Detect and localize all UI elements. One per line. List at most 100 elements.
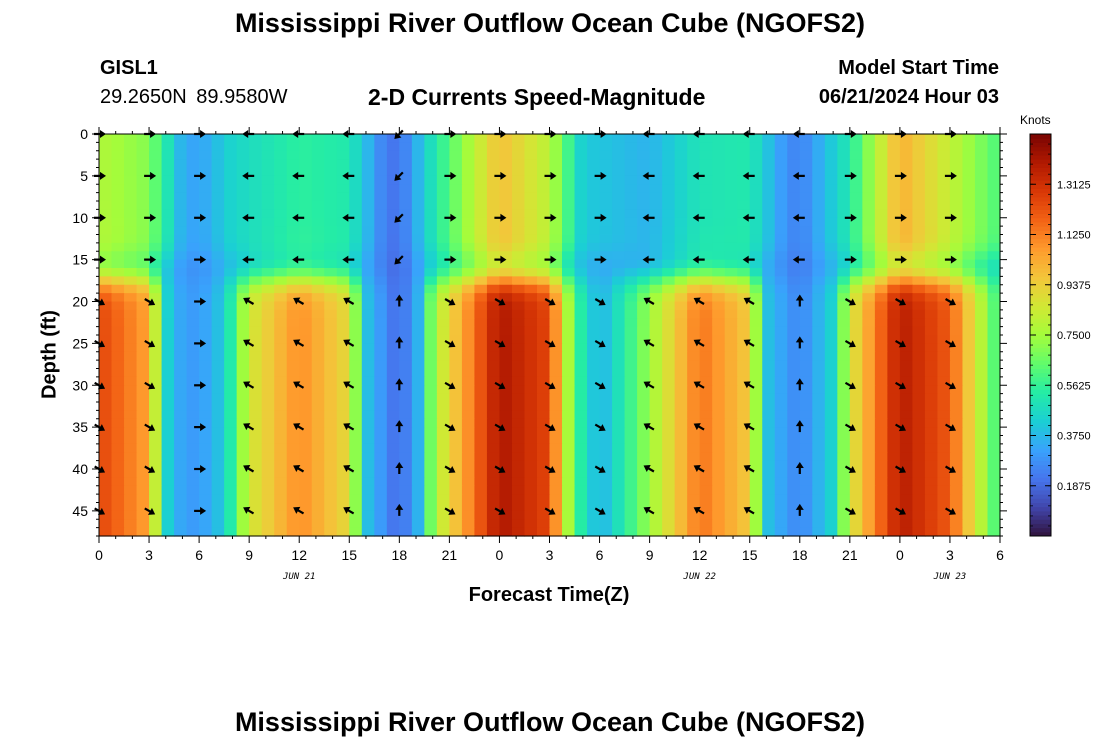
heatmap-cell xyxy=(774,385,788,395)
heatmap-cell xyxy=(762,485,776,495)
heatmap-cell xyxy=(136,469,150,478)
heatmap-cell xyxy=(737,343,751,353)
heatmap-cell xyxy=(812,351,826,361)
heatmap-cell xyxy=(161,360,175,370)
heatmap-cell xyxy=(837,309,851,319)
heatmap-cell xyxy=(461,293,476,303)
heatmap-cell xyxy=(536,368,551,378)
heatmap-cell xyxy=(136,452,150,462)
heatmap-cell xyxy=(749,510,763,520)
heatmap-cell xyxy=(424,385,438,395)
heatmap-cell xyxy=(624,452,638,462)
heatmap-cell xyxy=(249,134,263,143)
heatmap-cell xyxy=(712,326,726,336)
heatmap-cell xyxy=(924,150,939,160)
heatmap-cell xyxy=(812,418,826,428)
heatmap-cell xyxy=(311,150,325,160)
heatmap-cell xyxy=(749,167,763,177)
current-vector-arrow xyxy=(242,213,255,222)
heatmap-cell xyxy=(962,335,976,344)
heatmap-cell xyxy=(111,460,125,470)
heatmap-cell xyxy=(449,226,463,236)
current-vector-arrow xyxy=(293,506,305,515)
heatmap-cell xyxy=(199,385,213,395)
heatmap-cell xyxy=(161,150,175,160)
heatmap-cell xyxy=(424,201,438,210)
current-vector-arrow xyxy=(944,213,957,222)
heatmap-cell xyxy=(474,284,488,294)
heatmap-cell xyxy=(587,284,601,294)
heatmap-cell xyxy=(161,217,175,227)
heatmap-cell xyxy=(912,485,926,495)
heatmap-cell xyxy=(562,335,576,344)
heatmap-cell xyxy=(574,385,588,395)
heatmap-cell xyxy=(974,418,989,428)
heatmap-cell xyxy=(649,435,663,445)
heatmap-cell xyxy=(949,477,964,487)
heatmap-cell xyxy=(511,376,526,386)
heatmap-cell xyxy=(987,477,1001,487)
heatmap-cell xyxy=(612,360,626,370)
current-vector-arrow xyxy=(293,339,305,347)
heatmap-cell xyxy=(949,469,964,478)
heatmap-cell xyxy=(536,251,551,261)
heatmap-cell xyxy=(662,318,676,328)
heatmap-cell xyxy=(837,527,851,537)
heatmap-cell xyxy=(411,167,425,177)
heatmap-cell xyxy=(124,510,138,520)
heatmap-cell xyxy=(336,393,350,403)
heatmap-cell xyxy=(486,494,501,504)
heatmap-cell xyxy=(699,469,713,478)
heatmap-cell xyxy=(962,393,976,403)
colorbar-segment xyxy=(1030,238,1051,244)
heatmap-cell xyxy=(374,226,388,236)
heatmap-cell xyxy=(587,309,601,319)
heatmap-cell xyxy=(774,326,788,336)
heatmap-cell xyxy=(399,443,413,453)
heatmap-cell xyxy=(449,376,463,386)
heatmap-cell xyxy=(511,368,526,378)
heatmap-cell xyxy=(937,201,951,210)
heatmap-cell xyxy=(574,519,588,529)
heatmap-cell xyxy=(186,519,200,529)
heatmap-cell xyxy=(124,309,138,319)
heatmap-cell xyxy=(849,142,863,152)
heatmap-cell xyxy=(99,201,113,210)
heatmap-cell xyxy=(749,159,763,169)
heatmap-cell xyxy=(499,443,513,453)
heatmap-cell xyxy=(224,368,238,378)
heatmap-cell xyxy=(249,527,263,537)
heatmap-cell xyxy=(899,368,913,378)
heatmap-cell xyxy=(224,242,238,252)
heatmap-cell xyxy=(336,318,350,328)
heatmap-cell xyxy=(211,452,225,462)
heatmap-cell xyxy=(574,402,588,411)
colorbar-segment xyxy=(1030,335,1051,340)
heatmap-cell xyxy=(511,242,526,252)
heatmap-cell xyxy=(161,242,175,252)
heatmap-cell xyxy=(924,175,939,185)
heatmap-cell xyxy=(411,184,425,194)
heatmap-cell xyxy=(199,502,213,512)
heatmap-cell xyxy=(111,502,125,512)
heatmap-cell xyxy=(124,368,138,378)
heatmap-cell xyxy=(724,201,738,210)
heatmap-cell xyxy=(436,175,450,185)
heatmap-cell xyxy=(949,368,964,378)
colorbar-segment xyxy=(1030,134,1051,139)
heatmap-cell xyxy=(824,134,838,143)
heatmap-cell xyxy=(674,175,688,185)
heatmap-cell xyxy=(461,376,476,386)
current-vector-arrow xyxy=(642,213,655,222)
heatmap-cell xyxy=(499,527,513,537)
heatmap-cell xyxy=(787,301,801,311)
heatmap-cell xyxy=(874,452,888,462)
heatmap-cell xyxy=(774,201,788,210)
heatmap-cell xyxy=(687,293,701,303)
current-vector-arrow xyxy=(693,423,705,431)
heatmap-cell xyxy=(812,201,826,210)
heatmap-cell xyxy=(649,519,663,529)
heatmap-cell xyxy=(637,159,651,169)
heatmap-cell xyxy=(649,452,663,462)
heatmap-cell xyxy=(949,343,964,353)
